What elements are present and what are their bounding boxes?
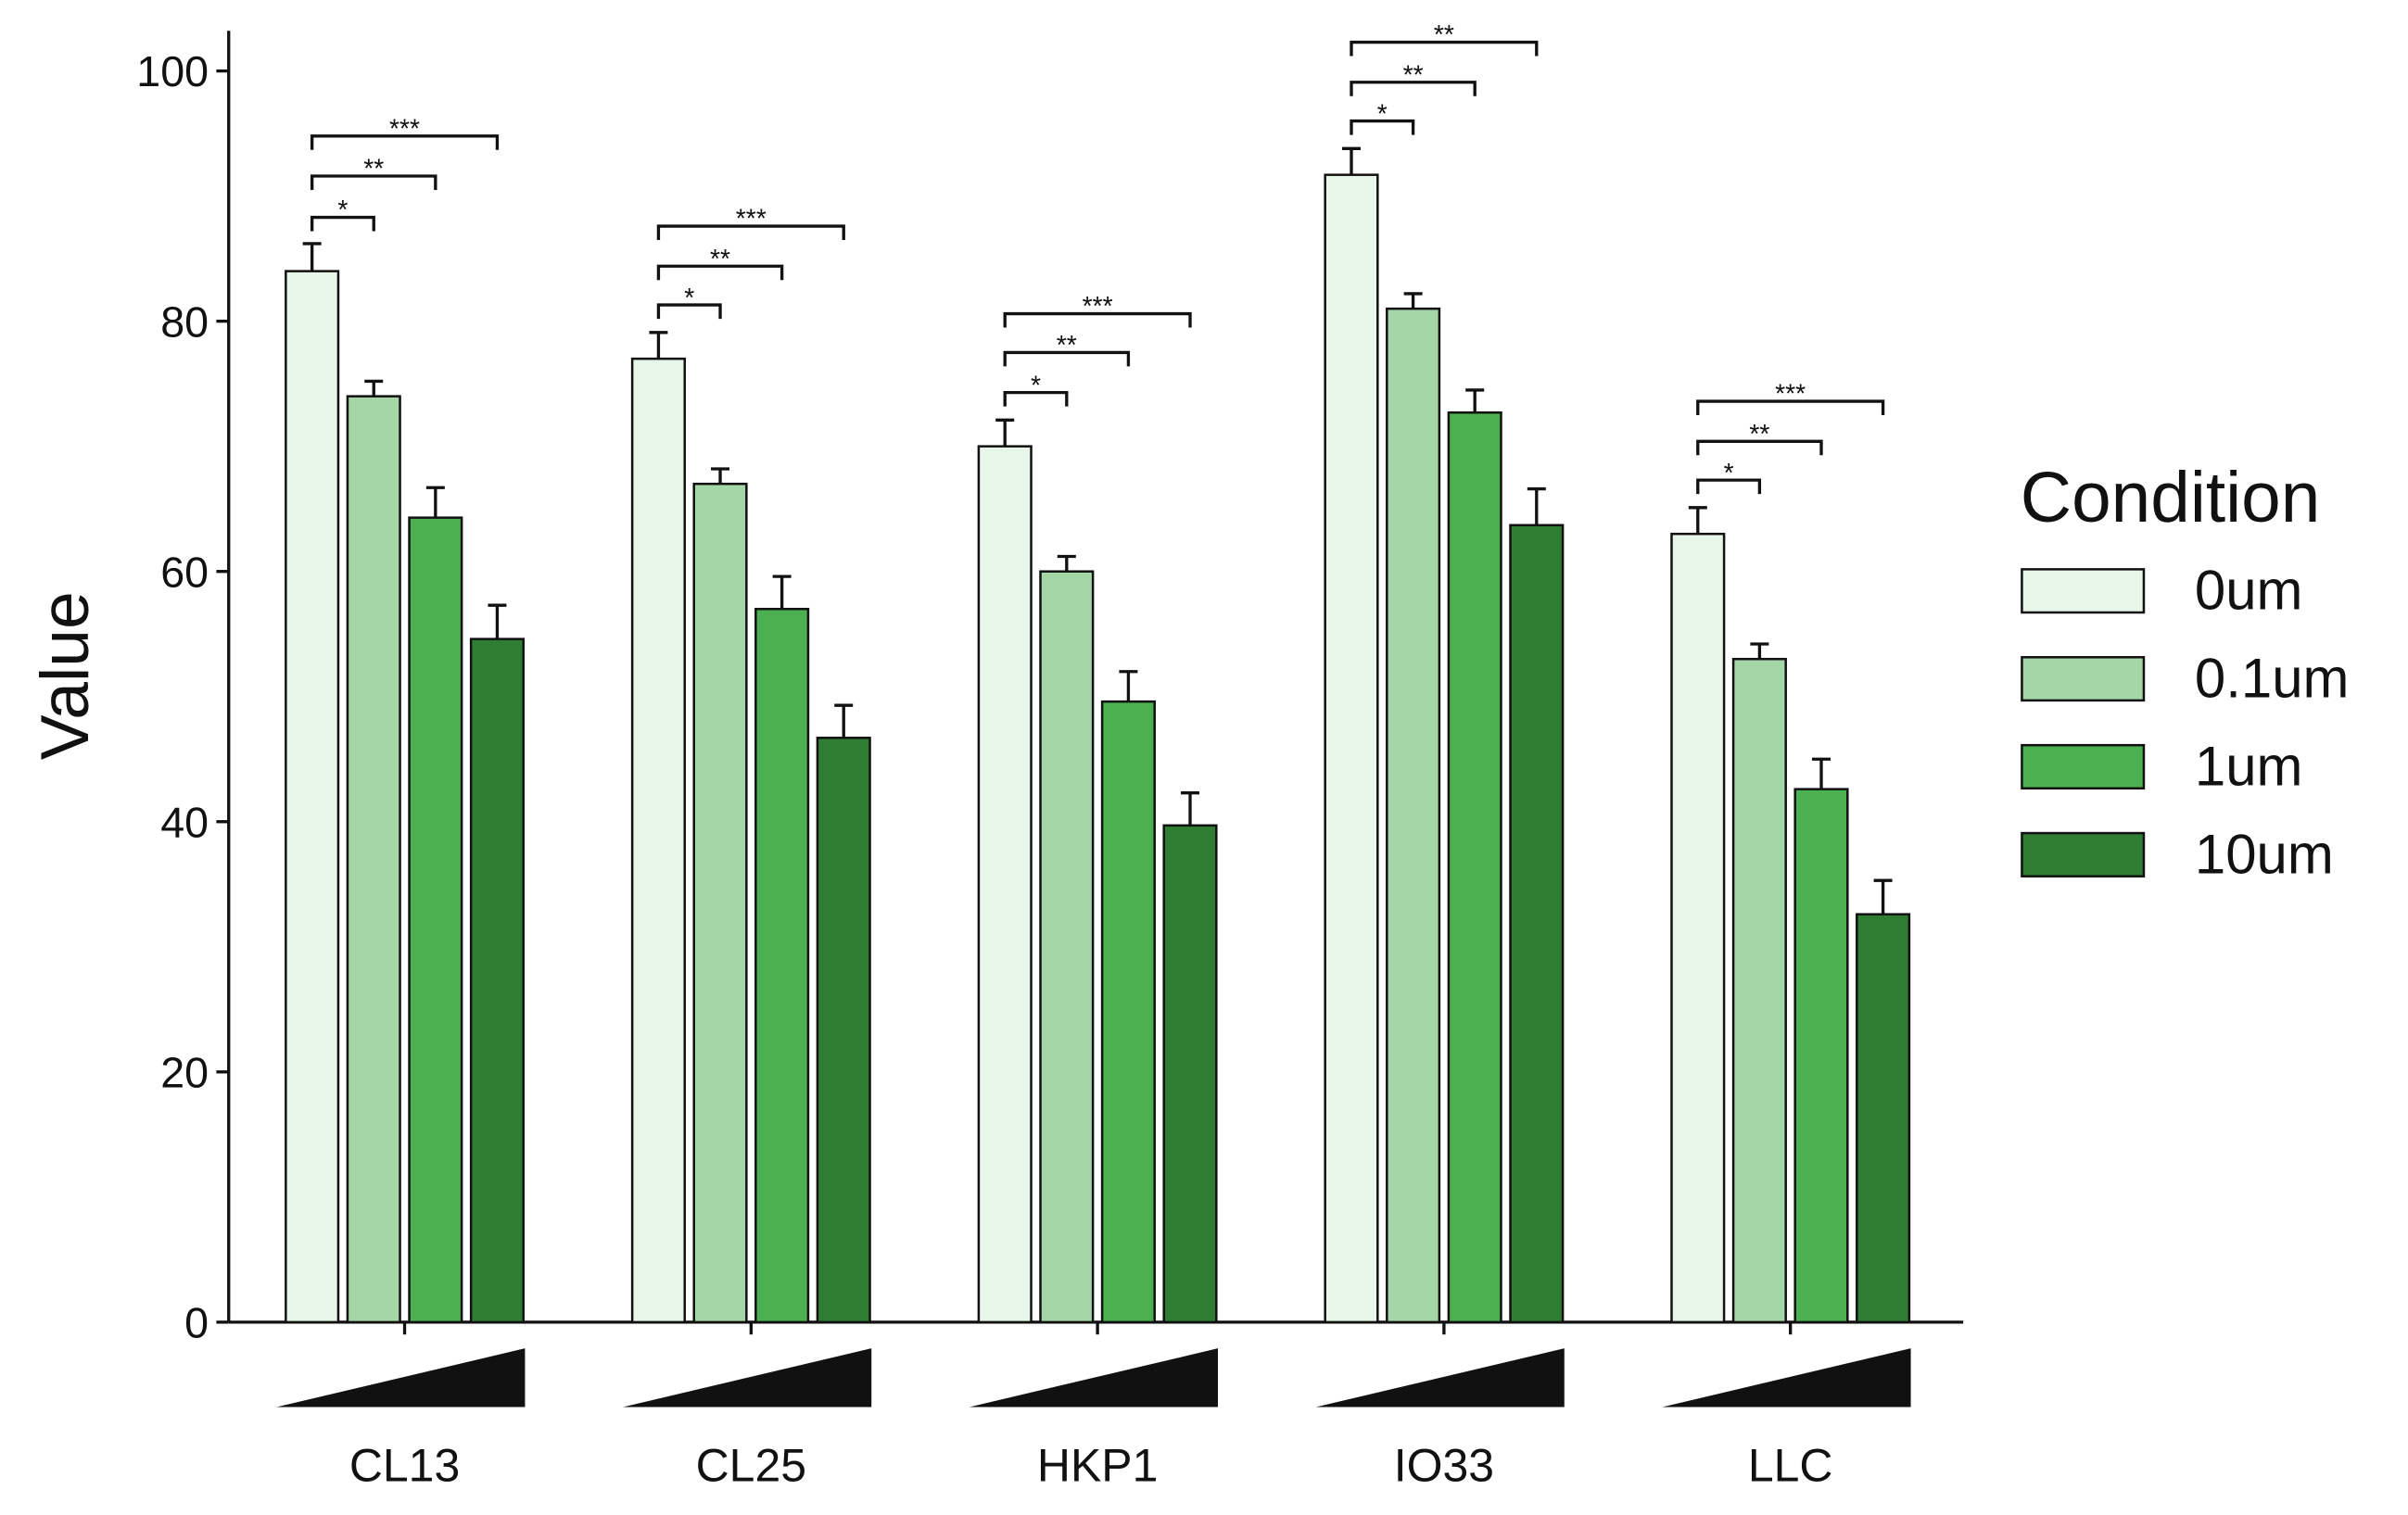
significance-bracket — [1003, 350, 1131, 367]
legend-title: Condition — [2021, 459, 2321, 537]
significance-bracket — [1350, 81, 1476, 96]
bar — [1509, 524, 1565, 1324]
significance-label: ** — [363, 154, 384, 183]
y-tick-label: 60 — [160, 548, 209, 596]
y-tick-label: 40 — [160, 798, 209, 846]
legend: Condition 0um 0.1um 1um 10um — [2021, 459, 2350, 886]
bar — [977, 445, 1033, 1324]
x-tick-label: IO33 — [1394, 1439, 1494, 1491]
significance-bracket — [310, 134, 500, 150]
significance-bracket — [1350, 40, 1539, 57]
bar — [346, 395, 401, 1324]
significance-bracket — [1003, 390, 1069, 407]
significance-bracket — [656, 264, 784, 281]
significance-bracket — [1696, 439, 1823, 456]
bar — [1100, 700, 1156, 1324]
bar — [1793, 788, 1849, 1324]
legend-label: 10um — [2195, 823, 2334, 885]
significance-label: *** — [736, 204, 767, 234]
y-tick-label: 0 — [184, 1299, 209, 1347]
bar — [692, 482, 748, 1324]
significance-label: * — [337, 195, 348, 224]
y-tick-label: 100 — [136, 47, 209, 95]
dose-wedges — [276, 1348, 1911, 1408]
bar — [285, 270, 340, 1324]
bar — [408, 516, 463, 1324]
significance-label: *** — [1083, 291, 1113, 321]
bar — [1386, 307, 1441, 1324]
legend-label: 0.1um — [2195, 648, 2350, 710]
legend-swatch — [2021, 743, 2146, 790]
significance-bracket — [1696, 478, 1762, 495]
x-tick-label: LLC — [1748, 1439, 1833, 1491]
significance-brackets: ***************************** — [310, 19, 1885, 495]
legend-swatch — [2021, 656, 2146, 702]
significance-bracket — [310, 174, 437, 190]
significance-label: ** — [1749, 419, 1769, 448]
dose-wedge — [1662, 1348, 1911, 1408]
bars — [285, 146, 1911, 1324]
significance-bracket — [656, 303, 722, 320]
significance-label: * — [1031, 370, 1041, 399]
significance-label: * — [684, 283, 694, 312]
y-tick-label: 80 — [160, 297, 209, 346]
significance-label: ** — [710, 244, 730, 273]
x-tick-label: HKP1 — [1037, 1439, 1158, 1491]
bar — [754, 607, 810, 1324]
significance-label: *** — [1775, 379, 1806, 409]
significance-bracket — [1696, 399, 1885, 416]
significance-label: * — [1724, 458, 1734, 487]
bar — [1670, 532, 1726, 1324]
significance-bracket — [310, 215, 375, 232]
legend-swatch — [2021, 568, 2146, 614]
bar — [1324, 173, 1379, 1324]
x-tick-label: CL13 — [349, 1439, 460, 1491]
dose-wedge — [969, 1348, 1218, 1408]
axes: 0 20 40 60 80 100 Value CL13 CL25 HKP1 IO33 LLC — [27, 31, 1964, 1491]
y-tick-label: 20 — [160, 1048, 209, 1096]
bar — [1039, 570, 1095, 1324]
legend-label: 1um — [2195, 735, 2303, 797]
bar — [1856, 913, 1911, 1324]
significance-label: ** — [1434, 19, 1454, 49]
significance-bracket — [656, 224, 845, 241]
bar — [816, 737, 871, 1324]
y-axis-label: Value — [27, 591, 103, 760]
bar — [1447, 410, 1502, 1324]
significance-label: *** — [389, 113, 420, 143]
legend-swatch — [2021, 831, 2146, 877]
dose-wedge — [623, 1348, 872, 1408]
bar — [469, 638, 525, 1324]
x-tick-label: CL25 — [696, 1439, 806, 1491]
significance-bracket — [1350, 119, 1415, 135]
dose-wedge — [276, 1348, 526, 1408]
bar — [1731, 657, 1787, 1324]
significance-bracket — [1003, 311, 1192, 328]
significance-label: * — [1377, 98, 1388, 128]
legend-label: 0um — [2195, 560, 2303, 622]
bar — [630, 357, 686, 1324]
dose-wedge — [1315, 1348, 1565, 1408]
significance-label: ** — [1057, 330, 1077, 360]
bar — [1162, 824, 1218, 1324]
significance-label: ** — [1403, 59, 1424, 89]
